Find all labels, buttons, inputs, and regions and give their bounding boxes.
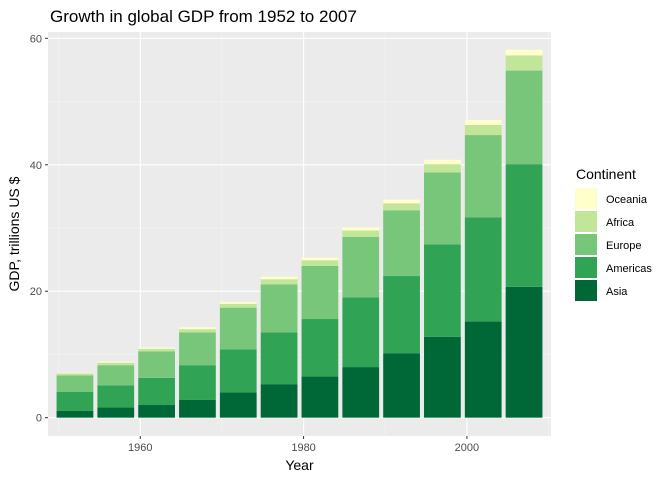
bar-asia-1967	[179, 399, 216, 418]
bar-africa-1962	[138, 348, 175, 352]
bar-asia-1992	[383, 353, 420, 418]
bar-americas-2002	[464, 217, 502, 322]
bar-europe-1977	[260, 284, 298, 333]
bar-americas-2007	[505, 164, 543, 287]
bar-asia-1957	[97, 407, 135, 418]
bar-africa-1972	[219, 303, 257, 308]
legend-key-oceania	[575, 188, 597, 209]
legend-key-americas	[575, 257, 597, 278]
bar-oceania-1972	[219, 301, 257, 304]
legend-label-americas: Americas	[606, 263, 652, 275]
x-axis: 1960 1980 2000	[128, 436, 479, 454]
legend-label-oceania: Oceania	[606, 194, 648, 206]
bar-oceania-1977	[260, 276, 298, 280]
legend-title: Continent	[576, 166, 636, 182]
bar-oceania-2002	[464, 119, 502, 125]
bar-americas-1962	[138, 377, 175, 406]
bar-americas-1992	[383, 276, 420, 354]
bar-americas-1972	[219, 349, 257, 393]
chart-title: Growth in global GDP from 1952 to 2007	[50, 7, 357, 26]
bar-asia-1997	[424, 336, 461, 418]
bar-americas-1952	[56, 391, 94, 411]
legend-label-europe: Europe	[606, 240, 641, 252]
y-tick-label: 0	[36, 413, 42, 425]
bar-africa-1952	[56, 373, 94, 376]
bar-asia-1972	[219, 392, 257, 418]
bar-europe-2007	[505, 70, 543, 165]
bar-europe-1967	[179, 332, 216, 366]
bar-oceania-1967	[179, 327, 216, 330]
bar-africa-2002	[464, 124, 502, 136]
y-tick-label: 60	[30, 33, 42, 45]
bar-europe-1982	[301, 265, 339, 320]
bar-asia-1952	[56, 410, 94, 418]
bar-oceania-1957	[97, 361, 135, 363]
bars	[56, 49, 543, 418]
bar-europe-1957	[97, 365, 135, 386]
bar-oceania-1992	[383, 199, 420, 204]
bar-americas-1997	[424, 244, 461, 337]
legend: Continent Oceania Africa Europe Americas Asi…	[575, 166, 652, 301]
bar-europe-1962	[138, 351, 175, 378]
x-tick-label: 2000	[455, 442, 479, 454]
legend-label-asia: Asia	[606, 286, 628, 298]
bar-oceania-1962	[138, 347, 175, 349]
bar-asia-1982	[301, 376, 339, 418]
bar-americas-1982	[301, 319, 339, 377]
bar-americas-1967	[179, 365, 216, 400]
bar-africa-1997	[424, 164, 461, 173]
bar-europe-1952	[56, 375, 94, 392]
legend-label-africa: Africa	[606, 217, 635, 229]
y-tick-label: 20	[30, 286, 42, 298]
legend-key-europe	[575, 234, 597, 255]
bar-africa-1967	[179, 329, 216, 333]
bar-africa-2007	[505, 55, 543, 71]
bar-oceania-1997	[424, 159, 461, 165]
bar-oceania-2007	[505, 49, 543, 56]
bar-americas-1977	[260, 332, 298, 385]
bar-africa-1992	[383, 203, 420, 211]
bar-americas-1987	[342, 297, 380, 368]
bar-asia-1962	[138, 405, 175, 418]
bar-asia-1977	[260, 384, 298, 418]
bar-asia-1987	[342, 367, 380, 418]
x-tick-label: 1980	[291, 442, 315, 454]
x-axis-title: Year	[285, 457, 314, 473]
bar-europe-1987	[342, 236, 380, 298]
bar-asia-2002	[464, 321, 502, 418]
legend-key-asia	[575, 280, 597, 301]
bar-americas-1957	[97, 385, 135, 408]
bar-oceania-1982	[301, 257, 339, 261]
y-axis-title: GDP, trillions US $	[6, 176, 22, 291]
x-tick-label: 1960	[128, 442, 152, 454]
bar-asia-2007	[505, 286, 543, 418]
bar-europe-1997	[424, 172, 461, 245]
y-axis: 0 20 40 60	[30, 33, 48, 425]
bar-europe-1992	[383, 210, 420, 277]
bar-oceania-1987	[342, 227, 380, 231]
bar-africa-1957	[97, 362, 135, 366]
y-tick-label: 40	[30, 160, 42, 172]
bar-oceania-1952	[56, 372, 94, 374]
bar-europe-1972	[219, 307, 257, 350]
bar-africa-1982	[301, 260, 339, 266]
bar-africa-1977	[260, 279, 298, 285]
bar-africa-1987	[342, 230, 380, 237]
bar-europe-2002	[464, 135, 502, 218]
legend-key-africa	[575, 211, 597, 232]
